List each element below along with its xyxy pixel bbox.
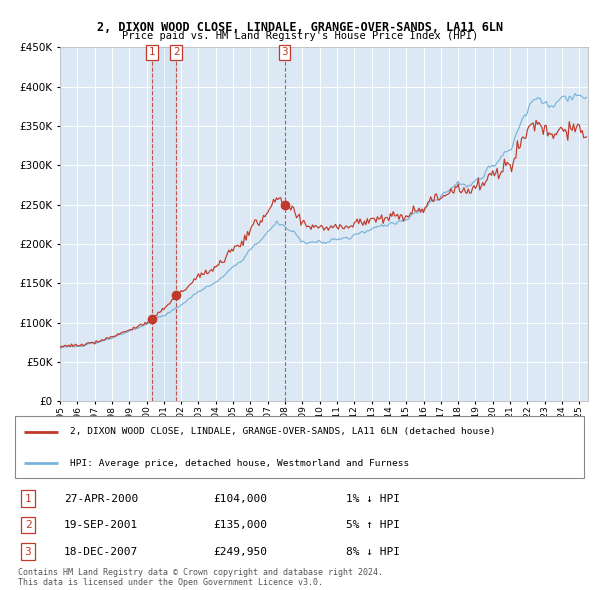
Text: 27-APR-2000: 27-APR-2000 bbox=[64, 494, 138, 504]
FancyBboxPatch shape bbox=[15, 416, 584, 478]
Text: 19-SEP-2001: 19-SEP-2001 bbox=[64, 520, 138, 530]
Text: HPI: Average price, detached house, Westmorland and Furness: HPI: Average price, detached house, West… bbox=[70, 458, 409, 468]
Bar bbox=[152, 47, 176, 401]
Text: 18-DEC-2007: 18-DEC-2007 bbox=[64, 546, 138, 556]
Text: 2, DIXON WOOD CLOSE, LINDALE, GRANGE-OVER-SANDS, LA11 6LN: 2, DIXON WOOD CLOSE, LINDALE, GRANGE-OVE… bbox=[97, 21, 503, 34]
Text: £135,000: £135,000 bbox=[214, 520, 268, 530]
Text: 1% ↓ HPI: 1% ↓ HPI bbox=[346, 494, 400, 504]
Text: 1: 1 bbox=[25, 494, 31, 504]
Text: 2, DIXON WOOD CLOSE, LINDALE, GRANGE-OVER-SANDS, LA11 6LN (detached house): 2, DIXON WOOD CLOSE, LINDALE, GRANGE-OVE… bbox=[70, 428, 495, 437]
Text: 3: 3 bbox=[25, 546, 31, 556]
Text: £104,000: £104,000 bbox=[214, 494, 268, 504]
Text: 5% ↑ HPI: 5% ↑ HPI bbox=[346, 520, 400, 530]
Text: 8% ↓ HPI: 8% ↓ HPI bbox=[346, 546, 400, 556]
Text: Contains HM Land Registry data © Crown copyright and database right 2024.
This d: Contains HM Land Registry data © Crown c… bbox=[18, 568, 383, 587]
Text: Price paid vs. HM Land Registry's House Price Index (HPI): Price paid vs. HM Land Registry's House … bbox=[122, 31, 478, 41]
Text: 3: 3 bbox=[281, 47, 288, 57]
Text: 2: 2 bbox=[173, 47, 179, 57]
Text: 1: 1 bbox=[149, 47, 155, 57]
Text: £249,950: £249,950 bbox=[214, 546, 268, 556]
Text: 2: 2 bbox=[25, 520, 31, 530]
